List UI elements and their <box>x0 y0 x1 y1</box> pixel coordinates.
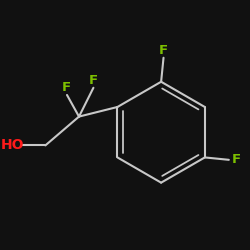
Text: F: F <box>232 153 240 166</box>
Text: F: F <box>89 74 98 86</box>
Text: F: F <box>159 44 168 57</box>
Text: F: F <box>62 81 71 94</box>
Text: HO: HO <box>0 138 24 152</box>
